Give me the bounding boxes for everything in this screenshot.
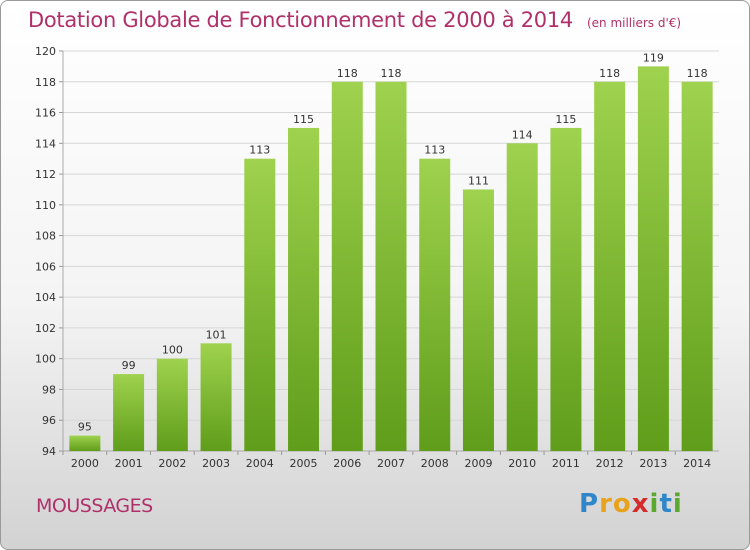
x-tick-label: 2013 [639, 457, 667, 470]
y-tick-label: 108 [35, 230, 56, 243]
value-label: 101 [206, 328, 227, 341]
logo-letter: i [649, 489, 660, 519]
y-tick-label: 102 [35, 322, 56, 335]
labels: 94 96 98 100 102 104 106 108 110 112 114 116 118 120 9… [35, 45, 711, 470]
y-tick-label: 96 [42, 414, 56, 427]
logo-letter: x [631, 489, 650, 519]
bar-2004 [244, 158, 276, 451]
commune-name: MOUSSAGES [36, 495, 153, 517]
x-tick-label: 2003 [202, 457, 230, 470]
x-tick-label: 2000 [71, 457, 99, 470]
x-tick-label: 2005 [290, 457, 318, 470]
chart-title: Dotation Globale de Fonctionnement de 20… [28, 8, 573, 32]
y-tick-label: 112 [35, 168, 56, 181]
value-label: 115 [293, 113, 314, 126]
x-tick-label: 2012 [596, 457, 624, 470]
bar-2013 [637, 66, 669, 451]
y-tick-label: 118 [35, 76, 56, 89]
x-tick-label: 2007 [377, 457, 405, 470]
bar-2014 [681, 81, 713, 452]
bar-2011 [550, 127, 582, 451]
logo-letter: r [599, 489, 613, 519]
value-label: 95 [78, 421, 92, 434]
x-tick-label: 2001 [115, 457, 143, 470]
x-tick-label: 2009 [464, 457, 492, 470]
bar-2003 [200, 343, 232, 451]
y-tick-label: 94 [42, 445, 56, 458]
bar-2001 [113, 374, 145, 451]
y-tick-label: 106 [35, 260, 56, 273]
value-label: 115 [555, 113, 576, 126]
value-label: 113 [249, 144, 270, 157]
y-tick-label: 110 [35, 199, 56, 212]
x-tick-label: 2002 [158, 457, 186, 470]
x-tick-label: 2014 [683, 457, 711, 470]
y-tick-label: 114 [35, 137, 56, 150]
title-row: Dotation Globale de Fonctionnement de 20… [28, 8, 681, 32]
y-tick-label: 104 [35, 291, 56, 304]
logo-letter: o [612, 489, 632, 519]
unit-label: (en milliers d'€) [586, 16, 682, 30]
x-tick-label: 2006 [333, 457, 361, 470]
logo-letter: P [579, 489, 600, 519]
value-label: 118 [337, 67, 358, 80]
y-tick-label: 100 [35, 353, 56, 366]
x-tick-label: 2011 [552, 457, 580, 470]
value-label: 114 [512, 128, 533, 141]
bar-2007 [375, 81, 407, 452]
x-tick-label: 2008 [421, 457, 449, 470]
bar-2009 [462, 189, 494, 451]
bar-2002 [156, 358, 188, 451]
bar-2005 [288, 127, 320, 451]
bars [69, 66, 713, 452]
bar-2006 [331, 81, 363, 452]
y-tick-label: 120 [35, 45, 56, 58]
bar-2012 [594, 81, 626, 452]
x-tick-label: 2010 [508, 457, 536, 470]
y-tick-label: 98 [42, 383, 56, 396]
value-label: 118 [599, 67, 620, 80]
bar-2008 [419, 158, 451, 451]
logo-letter: t [659, 489, 673, 519]
bar-2000 [69, 435, 101, 451]
value-label: 100 [162, 344, 183, 357]
x-tick-label: 2004 [246, 457, 274, 470]
y-tick-label: 116 [35, 107, 56, 120]
bar-2010 [506, 143, 538, 452]
proxiti-logo: Proxiti [579, 489, 683, 519]
value-label: 113 [424, 144, 445, 157]
value-label: 119 [643, 51, 664, 64]
value-label: 118 [687, 67, 708, 80]
value-label: 99 [122, 359, 136, 372]
value-label: 111 [468, 174, 489, 187]
logo-letter: i [672, 489, 683, 519]
value-label: 118 [381, 67, 402, 80]
